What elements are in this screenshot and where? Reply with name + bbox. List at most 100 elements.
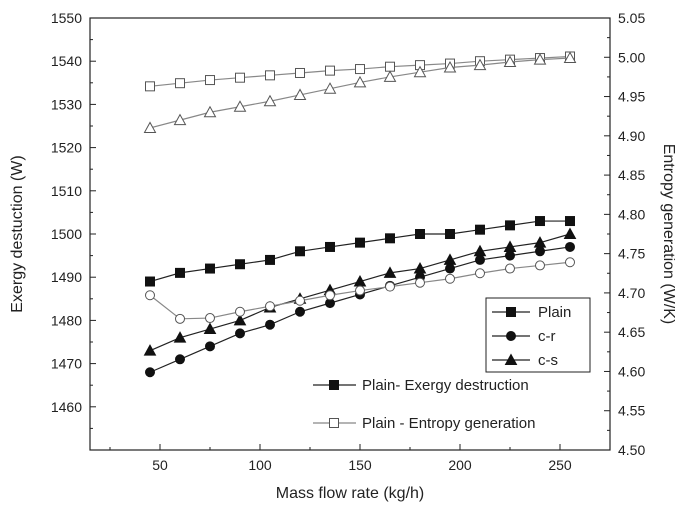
- legend-outer-entries: Plain- Exergy destruction Plain - Entropy…: [313, 377, 535, 432]
- legend-marker: [329, 418, 339, 428]
- y-tick-label: 1550: [51, 10, 82, 26]
- x-tick-label: 150: [348, 457, 372, 473]
- data-point: [293, 88, 307, 100]
- legend-marker: [506, 331, 516, 341]
- data-point: [325, 290, 335, 301]
- data-point: [235, 328, 245, 339]
- y2-tick-label: 4.55: [618, 403, 645, 419]
- data-point: [145, 367, 155, 378]
- legend-inner-entries: Plain c-r c-s: [492, 304, 571, 369]
- x-axis-ticks: 50 100 150 200 250: [109, 444, 611, 473]
- data-point: [443, 253, 457, 265]
- y-tick-label: 1470: [51, 356, 82, 372]
- data-point: [385, 233, 395, 244]
- data-point: [473, 244, 487, 257]
- legend-label: Plain - Entropy generation: [362, 415, 535, 432]
- data-point: [503, 240, 517, 252]
- data-point: [475, 224, 485, 235]
- y2-tick-label: 4.50: [618, 442, 645, 458]
- x-tick-label: 100: [248, 457, 272, 473]
- legend-marker: [504, 353, 518, 365]
- y2-tick-label: 4.95: [618, 89, 645, 105]
- data-point: [295, 295, 305, 306]
- y-axis-label: Exergy destuction (W): [9, 155, 26, 312]
- series-layer: [143, 51, 577, 378]
- data-point: [413, 65, 427, 78]
- data-point: [263, 94, 277, 107]
- y-tick-label: 1500: [51, 226, 82, 242]
- data-point: [175, 313, 185, 324]
- series-2: [143, 227, 577, 356]
- y2-tick-label: 4.65: [618, 324, 645, 340]
- data-point: [503, 55, 517, 67]
- data-point: [535, 246, 545, 257]
- data-point: [205, 313, 215, 324]
- y2-tick-label: 5.00: [618, 49, 645, 65]
- y-tick-label: 1460: [51, 399, 82, 415]
- data-point: [295, 306, 305, 317]
- y-tick-label: 1480: [51, 312, 82, 328]
- data-point: [265, 70, 275, 81]
- data-point: [355, 237, 365, 248]
- data-point: [145, 276, 155, 287]
- data-point: [205, 263, 215, 274]
- data-point: [475, 254, 485, 265]
- x-axis-label: Mass flow rate (kg/h): [276, 485, 424, 502]
- data-point: [235, 72, 245, 83]
- x-tick-label: 250: [548, 457, 572, 473]
- data-point: [355, 64, 365, 75]
- data-point: [473, 58, 487, 71]
- y2-tick-label: 4.80: [618, 206, 645, 222]
- data-point: [205, 75, 215, 86]
- data-point: [565, 257, 575, 268]
- legend-box: Plain c-r c-s: [485, 297, 591, 373]
- y-tick-label: 1540: [51, 53, 82, 69]
- data-point: [383, 266, 397, 278]
- data-point: [265, 254, 275, 265]
- data-point: [233, 100, 247, 112]
- y2-tick-label: 4.75: [618, 246, 645, 262]
- data-point: [145, 290, 155, 301]
- data-point: [413, 262, 427, 274]
- y2-axis-label: Entropy generation (W/K): [660, 144, 675, 325]
- data-point: [445, 229, 455, 239]
- data-point: [385, 61, 395, 72]
- data-point: [173, 113, 187, 126]
- data-point: [445, 273, 455, 284]
- legend-label: Plain- Exergy destruction: [362, 377, 529, 394]
- series-4: [143, 51, 577, 133]
- legend-marker: [329, 380, 339, 390]
- data-point: [563, 227, 577, 239]
- data-point: [505, 220, 515, 231]
- data-point: [563, 51, 577, 64]
- y-tick-label: 1520: [51, 140, 82, 156]
- data-point: [445, 263, 455, 274]
- data-point: [203, 322, 217, 335]
- data-point: [533, 53, 547, 65]
- data-point: [383, 70, 397, 82]
- data-point: [203, 105, 217, 118]
- data-point: [265, 301, 275, 312]
- data-point: [325, 65, 335, 76]
- legend-label: c-s: [538, 352, 558, 369]
- legend-label: Plain: [538, 304, 571, 321]
- data-point: [295, 67, 305, 78]
- data-point: [235, 306, 245, 317]
- series-5: [145, 257, 575, 324]
- data-point: [505, 250, 515, 261]
- data-point: [295, 246, 305, 257]
- legend-label: c-r: [538, 328, 556, 345]
- y2-tick-label: 4.70: [618, 285, 645, 301]
- data-point: [265, 319, 275, 330]
- y2-tick-label: 4.60: [618, 363, 645, 379]
- data-point: [143, 344, 157, 356]
- data-point: [565, 216, 575, 227]
- data-point: [475, 268, 485, 279]
- data-point: [323, 82, 337, 94]
- data-point: [233, 313, 247, 326]
- data-point: [175, 267, 185, 278]
- data-point: [535, 260, 545, 271]
- data-point: [415, 277, 425, 288]
- data-point: [535, 216, 545, 227]
